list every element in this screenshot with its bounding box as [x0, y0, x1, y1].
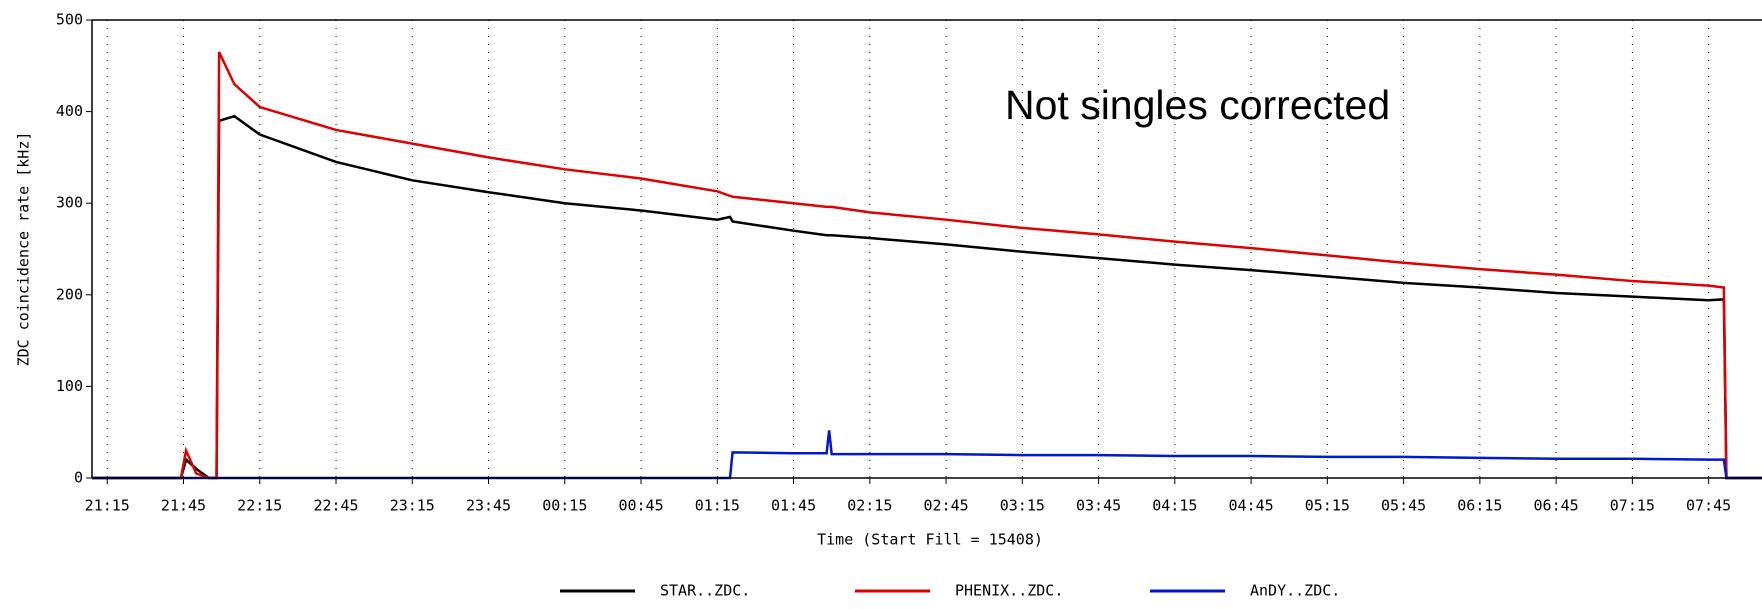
- x-tick-label: 02:15: [847, 497, 892, 515]
- x-tick-label: 04:15: [1152, 497, 1197, 515]
- x-tick-label: 05:45: [1381, 497, 1426, 515]
- x-tick-label: 22:45: [313, 497, 358, 515]
- x-tick-label: 06:15: [1457, 497, 1502, 515]
- y-tick-label: 400: [56, 102, 83, 120]
- legend-label: STAR..ZDC.: [660, 582, 750, 600]
- x-tick-label: 05:15: [1305, 497, 1350, 515]
- x-tick-label: 04:45: [1229, 497, 1274, 515]
- annotation: Not singles corrected: [1005, 82, 1390, 128]
- y-tick-label: 100: [56, 377, 83, 395]
- x-tick-label: 07:45: [1686, 497, 1731, 515]
- x-axis-label: Time (Start Fill = 15408): [817, 531, 1043, 549]
- x-tick-label: 03:45: [1076, 497, 1121, 515]
- x-tick-label: 21:45: [161, 497, 206, 515]
- legend: STAR..ZDC. PHENIX..ZDC. AnDY..ZDC.: [560, 582, 1340, 600]
- x-tick-label: 22:15: [237, 497, 282, 515]
- x-tick-label: 07:15: [1610, 497, 1655, 515]
- x-tick-label: 21:15: [85, 497, 130, 515]
- legend-label: PHENIX..ZDC.: [955, 582, 1063, 600]
- x-tick-label: 00:15: [542, 497, 587, 515]
- legend-label: AnDY..ZDC.: [1250, 582, 1340, 600]
- x-tick-label: 06:45: [1534, 497, 1579, 515]
- x-tick-label: 00:45: [618, 497, 663, 515]
- y-tick-label: 300: [56, 194, 83, 212]
- series-line: [92, 51, 1762, 480]
- y-tick-label: 0: [74, 469, 83, 487]
- ticks: 0 100 200 300 400 500 21:15 21:45 22:15 22:45 23:1…: [56, 11, 1731, 515]
- x-tick-label: 02:45: [923, 497, 968, 515]
- x-tick-label: 01:15: [695, 497, 740, 515]
- x-tick-label: 23:45: [466, 497, 511, 515]
- y-tick-label: 500: [56, 11, 83, 29]
- x-tick-label: 23:15: [390, 497, 435, 515]
- y-axis-label: ZDC coincidence rate [kHz]: [15, 132, 33, 367]
- y-tick-label: 200: [56, 285, 83, 303]
- x-tick-label: 01:45: [771, 497, 816, 515]
- x-tick-label: 03:15: [1000, 497, 1045, 515]
